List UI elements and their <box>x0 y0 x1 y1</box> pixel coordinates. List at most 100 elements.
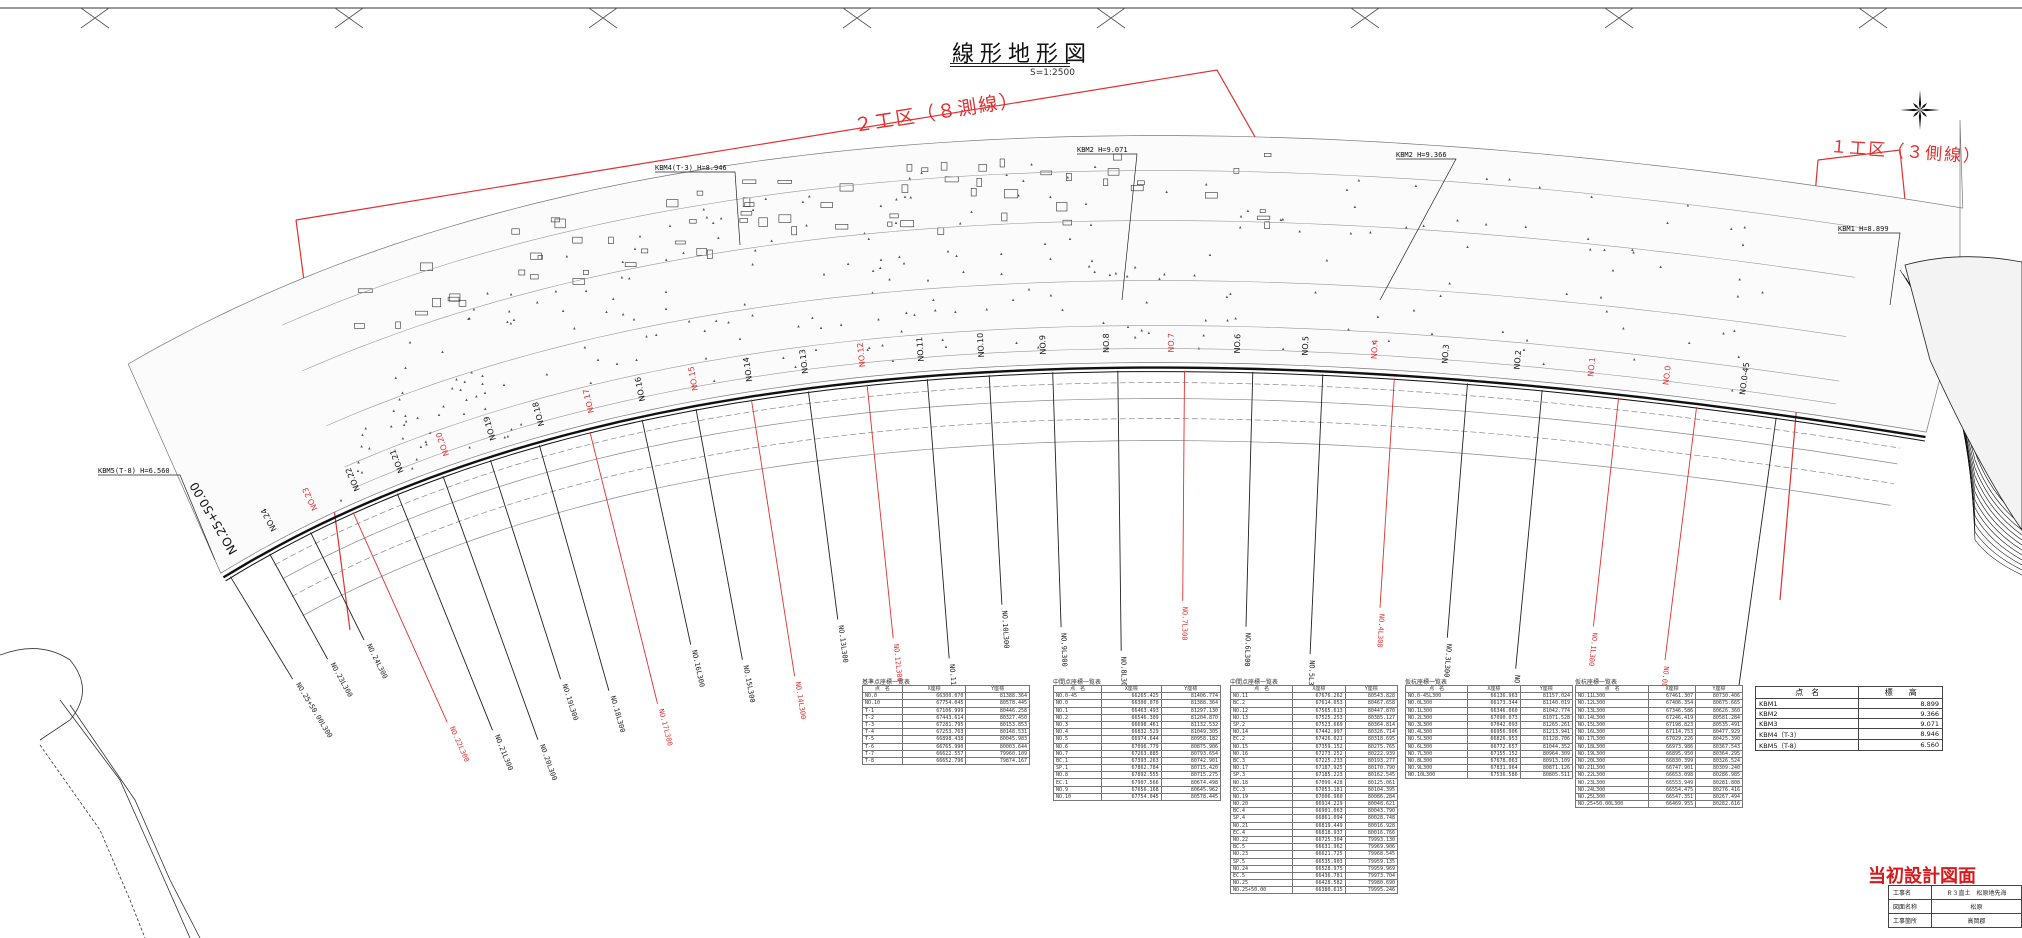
table-cell: T-1 <box>862 706 903 715</box>
svg-text:▴: ▴ <box>904 194 907 200</box>
table-row: EC.3 67053.181 80104.395 <box>1229 785 1399 794</box>
table-row: NO.25L300 66547.351 80267.494 <box>1574 792 1743 802</box>
svg-text:▴: ▴ <box>909 176 912 182</box>
svg-text:▴: ▴ <box>1612 267 1615 273</box>
table-cell: 81388.364 <box>965 692 1030 701</box>
table-cell: 67678.063 <box>1467 756 1521 766</box>
svg-text:▴: ▴ <box>1606 309 1609 315</box>
svg-text:▴: ▴ <box>486 290 489 296</box>
table-cell: 66346.060 <box>1467 706 1521 715</box>
svg-text:▴: ▴ <box>744 302 747 308</box>
survey-line <box>641 419 692 645</box>
table-row: NO.15 67359.152 80275.765 <box>1229 742 1399 751</box>
svg-text:▴: ▴ <box>1659 264 1662 270</box>
svg-text:▴: ▴ <box>1061 307 1064 313</box>
table-cell: 80578.445 <box>1160 792 1222 802</box>
table-cell: 67198.823 <box>1648 720 1697 730</box>
table-cell: 80958.182 <box>1160 735 1222 744</box>
table-cell: 67426.021 <box>1292 735 1346 744</box>
table-cell: 80045.983 <box>965 735 1030 744</box>
table-row: NO.20 66914.229 80048.621 <box>1229 799 1399 809</box>
table-cell: 9.071 <box>1858 718 1943 729</box>
coord-table-header: Y座標 <box>1344 684 1399 694</box>
table-cell: 81140.019 <box>1519 699 1574 708</box>
survey-line <box>538 445 610 691</box>
coord-table: 点 名 X座標 Y座標 NO.0-45L300 66136.963 81157.024 NO… <box>1404 684 1574 780</box>
table-row: NO.9 67656.168 80645.962 <box>1052 785 1222 794</box>
survey-line-label: NO.10L300 <box>1000 610 1010 648</box>
svg-text:▴: ▴ <box>712 220 715 226</box>
svg-text:▴: ▴ <box>1733 328 1736 334</box>
survey-line-label: NO.20L300 <box>538 743 558 781</box>
svg-text:▴: ▴ <box>1094 164 1097 170</box>
table-row: EC.1 67907.566 80674.498 <box>1052 778 1222 787</box>
svg-text:▴: ▴ <box>782 355 785 361</box>
svg-text:▴: ▴ <box>616 361 619 367</box>
table-cell: NO.14 <box>1229 728 1294 737</box>
table-cell: NO.11 <box>1229 692 1294 701</box>
svg-text:▴: ▴ <box>473 307 476 313</box>
table-cell: 80913.109 <box>1519 756 1574 766</box>
table-cell: 67346.586 <box>1648 706 1697 715</box>
svg-text:▴: ▴ <box>739 336 742 342</box>
table-row: NO.11 67676.262 80543.828 <box>1229 692 1399 701</box>
svg-text:▴: ▴ <box>665 306 668 312</box>
svg-text:▴: ▴ <box>866 347 869 353</box>
table-cell: NO.14L300 <box>1574 713 1650 722</box>
svg-text:▴: ▴ <box>411 465 414 471</box>
table-cell: 67614.053 <box>1292 699 1346 708</box>
svg-text:▴: ▴ <box>1209 252 1212 258</box>
svg-text:▴: ▴ <box>1525 224 1528 230</box>
table-cell: KBM1 <box>1754 698 1860 709</box>
table-row: NO.23L300 66553.949 80281.808 <box>1574 778 1743 787</box>
svg-text:▴: ▴ <box>1405 224 1408 230</box>
svg-text:▴: ▴ <box>1205 182 1208 188</box>
table-cell: 67907.566 <box>1101 778 1162 787</box>
svg-text:▴: ▴ <box>1280 217 1283 223</box>
svg-text:▴: ▴ <box>1539 185 1542 191</box>
svg-text:▴: ▴ <box>468 316 471 322</box>
survey-line <box>269 553 328 660</box>
table-cell: 81042.774 <box>1519 706 1574 715</box>
table-cell: 66914.229 <box>1292 799 1346 809</box>
svg-text:▴: ▴ <box>1502 329 1505 335</box>
title-block-row: 図面名称 松原 <box>1887 899 2022 914</box>
table-cell: 79993.130 <box>1344 835 1399 845</box>
title-block: 工事名 Ｒ３直土 松原地先海 図面名称 松原 工事箇所 高岡郡 <box>1887 885 2022 928</box>
table-row: NO.16 67273.252 80222.939 <box>1229 749 1399 758</box>
benchmark-label: KBM2 H=9.366 <box>1396 151 1447 159</box>
svg-text:▴: ▴ <box>720 216 723 222</box>
svg-text:▴: ▴ <box>655 332 658 338</box>
svg-text:▴: ▴ <box>682 250 685 256</box>
table-cell: NO.22L300 <box>1574 771 1650 780</box>
survey-line-label: NO.16L300 <box>690 649 706 688</box>
table-row: NO.16L300 67114.753 80477.929 <box>1574 728 1743 737</box>
svg-text:▴: ▴ <box>706 215 709 221</box>
survey-line-label: NO.7L300 <box>1180 607 1188 641</box>
coord-table: 点 名 X座標 Y座標 NO.11L300 67461.307 80730.406 NO.1… <box>1574 684 1743 809</box>
svg-text:▴: ▴ <box>467 316 470 322</box>
table-cell: NO.4 <box>1052 728 1103 737</box>
coord-table-header: X座標 <box>1648 684 1697 694</box>
svg-text:▴: ▴ <box>805 223 808 229</box>
svg-text:▴: ▴ <box>1005 172 1008 178</box>
table-cell: 67006.960 <box>1292 792 1346 802</box>
table-cell: 67525.253 <box>1292 713 1346 722</box>
svg-text:▴: ▴ <box>1486 176 1489 182</box>
table-cell: 80730.406 <box>1695 692 1743 701</box>
table-cell: 66265.425 <box>1101 692 1162 701</box>
table-row: EC.4 66818.937 80016.766 <box>1229 828 1399 837</box>
title-block-cell: 松原 <box>1931 899 2022 914</box>
table-cell: NO.15L300 <box>1574 720 1650 730</box>
table-cell: NO.18L300 <box>1574 742 1650 751</box>
svg-text:▴: ▴ <box>945 344 948 350</box>
table-cell: 80170.790 <box>1344 764 1399 773</box>
svg-text:▴: ▴ <box>863 231 866 237</box>
table-cell: 80327.450 <box>965 713 1030 722</box>
table-cell: 80276.416 <box>1695 785 1743 794</box>
title-block-row: 工事箇所 高岡郡 <box>1887 913 2022 928</box>
survey-line-label: NO.11L300 <box>948 664 959 702</box>
table-cell: 80626.360 <box>1695 706 1743 715</box>
svg-text:▴: ▴ <box>1761 290 1764 296</box>
table-row: NO.14L300 67246.419 80581.284 <box>1574 713 1743 722</box>
